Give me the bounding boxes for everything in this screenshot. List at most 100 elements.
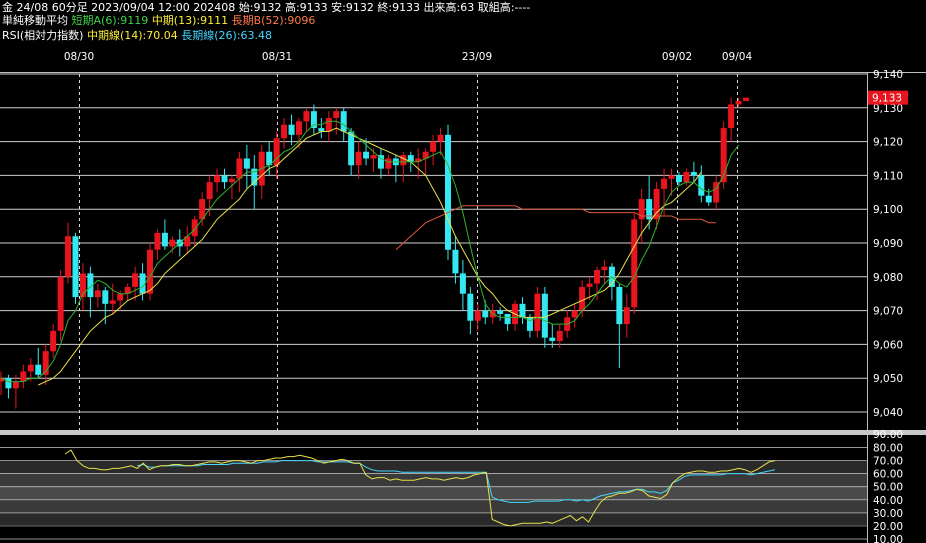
- candle-down: [35, 364, 42, 375]
- candle-up: [296, 121, 302, 135]
- candle-up: [50, 330, 57, 352]
- rsi-long-line: [137, 460, 776, 503]
- candle-up: [579, 286, 586, 311]
- candle-down: [467, 293, 474, 321]
- candle-up: [661, 178, 668, 189]
- candle-down: [541, 293, 548, 338]
- last-price-label: 9,133: [872, 93, 902, 105]
- price-tick-label: 9,130: [873, 103, 903, 115]
- x-tick-label: 08/31: [262, 51, 292, 63]
- candle-up: [623, 307, 630, 325]
- candle-up: [281, 124, 288, 139]
- candle-up: [27, 364, 34, 372]
- candle-down: [459, 273, 466, 294]
- candle-down: [310, 111, 317, 129]
- rsi-tick-label: 70.00: [873, 456, 903, 468]
- rsi-band: [0, 435, 867, 448]
- rsi-mid-legend: 中期線(14):70.04: [86, 29, 178, 42]
- rsi-title: RSI(相対力指数): [2, 29, 84, 42]
- candle-up: [683, 172, 690, 183]
- candle-down: [497, 310, 504, 314]
- rsi-band: [0, 486, 867, 499]
- candle-up: [437, 134, 444, 142]
- price-tick-label: 9,060: [873, 339, 903, 351]
- ma-mid-legend: 中期(13):9111: [151, 14, 229, 27]
- price-tick-label: 9,120: [873, 137, 903, 149]
- candle-up: [57, 276, 64, 331]
- rsi-tick-label: 60.00: [873, 469, 903, 481]
- candle-down: [72, 236, 79, 298]
- candle-up: [124, 286, 131, 294]
- candle-up: [400, 155, 407, 166]
- candle-up: [0, 378, 4, 382]
- ma-legend: 単純移動平均 短期A(6):9119 中期(13):9111 長期B(52):9…: [2, 14, 315, 27]
- rsi-mid-line: [64, 449, 776, 527]
- ma-long-legend: 長期B(52):9096: [231, 14, 316, 27]
- rsi-tick-label: 80.00: [873, 443, 903, 455]
- candle-up: [422, 151, 429, 159]
- candle-up: [154, 232, 161, 250]
- candle-up: [117, 293, 124, 301]
- rsi-long-legend: 長期線(26):63.48: [181, 29, 273, 42]
- price-tick-label: 9,050: [873, 373, 903, 385]
- candle-down: [87, 273, 94, 298]
- candle-up: [94, 290, 101, 298]
- candle-up: [109, 300, 116, 304]
- price-tick-label: 9,070: [873, 306, 903, 318]
- candle-up: [638, 199, 645, 220]
- x-tick-label: 08/30: [64, 51, 94, 63]
- candle-up: [199, 199, 206, 220]
- candle-down: [363, 151, 370, 159]
- candle-up: [474, 310, 481, 321]
- rsi-tick-label: 20.00: [873, 521, 903, 533]
- ma-mid-line: [38, 127, 702, 386]
- candle-down: [318, 128, 325, 132]
- candle-up: [594, 270, 600, 284]
- candle-down: [526, 317, 533, 331]
- candle-down: [377, 155, 384, 169]
- candle-down: [646, 199, 653, 220]
- rsi-tick-label: 30.00: [873, 508, 903, 520]
- candle-down: [705, 195, 712, 203]
- candle-down: [675, 175, 682, 183]
- candle-up: [42, 351, 49, 375]
- candle-up: [191, 219, 198, 237]
- x-tick-label: 09/04: [722, 51, 753, 63]
- candle-up: [571, 310, 578, 318]
- candle-up: [713, 182, 720, 203]
- candle-up: [668, 175, 675, 179]
- candle-up: [735, 101, 742, 105]
- candle-down: [445, 134, 451, 250]
- candle-up: [355, 151, 362, 166]
- candle-down: [690, 172, 697, 176]
- price-tick-label: 9,040: [873, 407, 903, 419]
- price-tick-label: 9,100: [873, 204, 903, 216]
- candle-up: [184, 236, 191, 247]
- candle-up: [65, 236, 72, 277]
- symbol-info: 金 24/08 60分足 2023/09/04 12:00 202408 始:9…: [2, 1, 531, 14]
- candle-down: [102, 290, 109, 304]
- candle-down: [698, 175, 705, 196]
- candle-up: [601, 266, 608, 271]
- rsi-band: [0, 525, 867, 543]
- rsi-band: [0, 447, 867, 460]
- candle-up: [333, 111, 340, 118]
- candle-up: [206, 182, 213, 200]
- candle-down: [616, 286, 623, 325]
- last-price-tag: [868, 90, 908, 105]
- price-tick-label: 9,110: [873, 170, 903, 182]
- ma-short-line: [0, 120, 740, 383]
- rsi-band: [0, 460, 867, 473]
- rsi-tick-label: 10.00: [873, 534, 903, 543]
- ma-long-line: [395, 205, 717, 251]
- rsi-tick-label: 40.00: [873, 495, 903, 507]
- rsi-band: [0, 473, 867, 486]
- candle-up: [743, 97, 749, 102]
- rsi-band: [0, 512, 867, 525]
- candle-up: [169, 239, 176, 247]
- pane-separator: [0, 430, 926, 435]
- candle-up: [236, 158, 243, 179]
- candle-down: [288, 124, 295, 135]
